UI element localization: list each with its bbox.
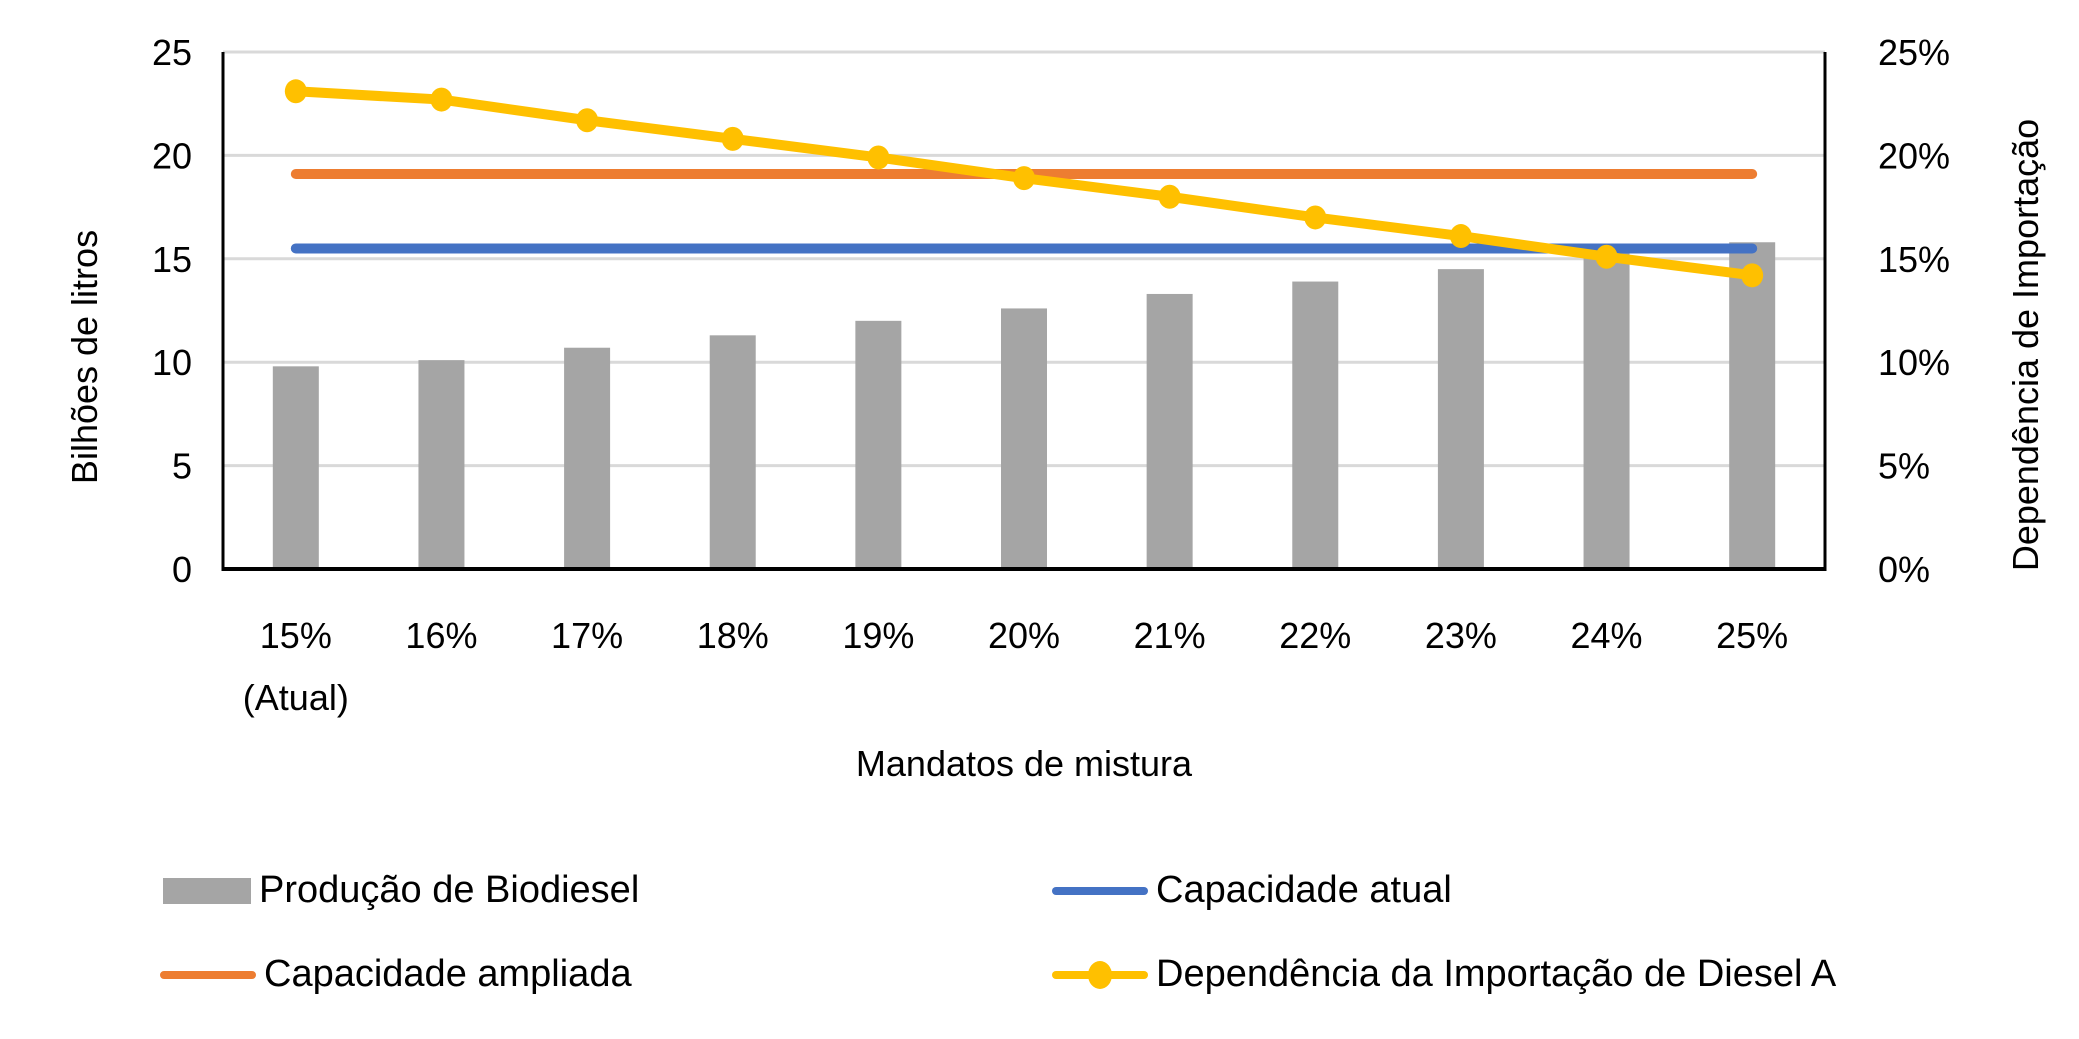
bar (1583, 252, 1630, 569)
x-tick-label: 18% (697, 615, 769, 656)
y2-tick-label: 0% (1878, 549, 1930, 590)
x-tick-label: 22% (1279, 615, 1351, 656)
bar (855, 320, 902, 569)
bar (1001, 308, 1047, 569)
x-tick-label: 17% (551, 615, 623, 656)
y-tick-label: 25 (152, 32, 192, 73)
data-point-marker (1595, 244, 1618, 269)
legend-label: Capacidade atual (1156, 869, 1452, 911)
legend-swatch-bar (163, 877, 251, 904)
x-axis-ticks: 15% (Atual) 16% 17% 18% 19% 20% 21% 22% 23% 24% 25% (243, 615, 1788, 718)
data-point-marker (576, 108, 599, 133)
y2-axis-title: Dependência de Importação (2005, 119, 2046, 571)
bar (1437, 269, 1484, 569)
y-tick-label: 5 (172, 446, 192, 487)
x-tick-label: 25% (1716, 615, 1788, 656)
data-point-marker (1158, 184, 1181, 209)
y-tick-label: 20 (152, 135, 192, 176)
data-point-marker (430, 87, 453, 112)
data-point-marker (1013, 166, 1035, 191)
legend-item-capacidade-atual: Capacidade atual (1052, 869, 1452, 912)
x-axis-title: Mandatos de mistura (856, 743, 1193, 784)
legend-label: Dependência da Importação de Diesel A (1156, 953, 1837, 995)
data-point-marker (867, 145, 890, 170)
data-point-marker (1449, 224, 1472, 249)
gridlines (223, 50, 1825, 468)
x-tick-label: 23% (1425, 615, 1497, 656)
x-tick-label: 21% (1134, 615, 1206, 656)
data-point-marker (1741, 263, 1764, 288)
bar-series-producao (272, 242, 1776, 570)
legend-label: Produção de Biodiesel (259, 869, 640, 911)
legend-item-producao: Produção de Biodiesel (163, 869, 639, 912)
line-series (284, 79, 1764, 288)
y2-tick-label: 20% (1878, 135, 1950, 176)
bar (272, 366, 319, 569)
bar (1729, 242, 1776, 570)
bar (1292, 281, 1339, 569)
x-tick-label: 16% (405, 615, 477, 656)
legend-swatch-line-marker (1052, 960, 1148, 989)
data-point-marker (284, 79, 307, 104)
legend-label: Capacidade ampliada (264, 953, 632, 995)
bar (709, 335, 756, 569)
y2-tick-label: 10% (1878, 342, 1950, 383)
legend-item-capacidade-ampliada: Capacidade ampliada (160, 953, 632, 996)
bar (564, 347, 611, 569)
data-point-marker (1304, 205, 1327, 230)
data-point-marker (721, 126, 744, 151)
x-tick-label: (Atual) (243, 677, 349, 718)
y-tick-label: 15 (152, 239, 192, 280)
y2-tick-label: 5% (1878, 446, 1930, 487)
y2-tick-label: 15% (1878, 239, 1950, 280)
y-axis-title: Bilhões de litros (64, 230, 105, 484)
y-tick-label: 0 (172, 549, 192, 590)
axes (221, 52, 1827, 571)
y-tick-label: 10 (152, 342, 192, 383)
bar (1146, 293, 1193, 569)
right-axis-ticks: 0% 5% 10% 15% 20% 25% (1878, 32, 1950, 590)
legend-item-dependencia: Dependência da Importação de Diesel A (1052, 953, 1836, 996)
x-tick-label: 15% (260, 615, 332, 656)
x-tick-label: 24% (1571, 615, 1643, 656)
legend-marker-dot (1088, 960, 1112, 989)
legend-swatch-line (160, 970, 256, 979)
bar (418, 360, 465, 569)
legend-swatch-line (1052, 886, 1148, 895)
left-axis-ticks: 0 5 10 15 20 25 (152, 32, 192, 590)
x-tick-label: 19% (842, 615, 914, 656)
x-tick-label: 20% (988, 615, 1060, 656)
y2-tick-label: 25% (1878, 32, 1950, 73)
